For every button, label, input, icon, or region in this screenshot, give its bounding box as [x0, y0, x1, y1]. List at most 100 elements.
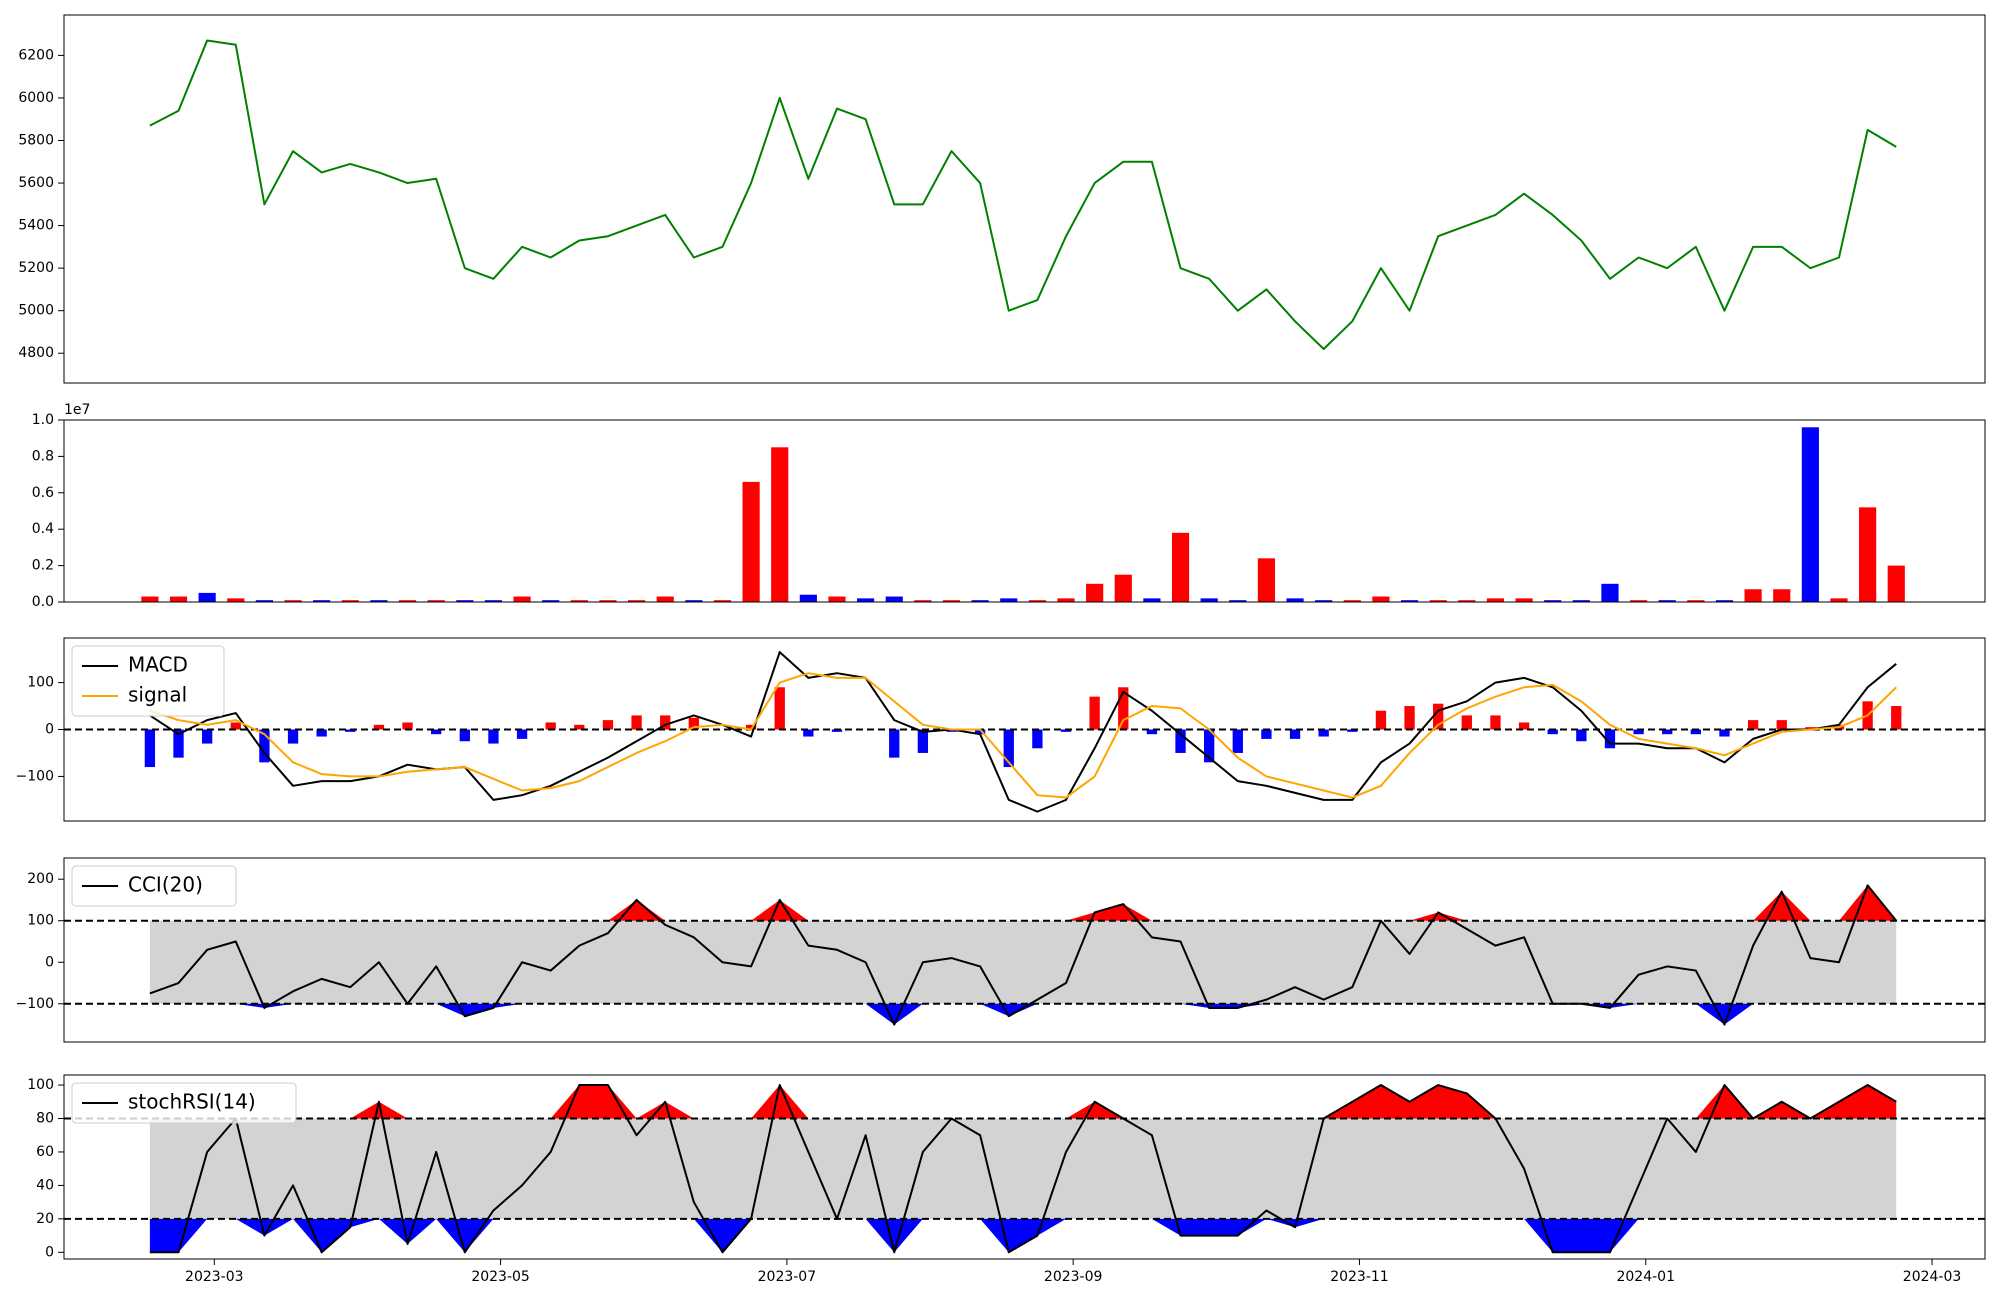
- bar: [456, 600, 474, 602]
- bar: [542, 600, 560, 602]
- histogram-bar: [889, 729, 900, 758]
- histogram-bar: [345, 729, 356, 732]
- axes-frame: [63, 1074, 1986, 1260]
- histogram-bar: [1461, 715, 1472, 730]
- y-tick-label: 0.8: [32, 448, 54, 464]
- histogram-bar: [831, 729, 843, 732]
- bar: [341, 600, 359, 602]
- histogram-bar: [1633, 729, 1644, 735]
- y-tick-label: 20: [36, 1211, 54, 1227]
- bar: [1744, 589, 1762, 602]
- histogram-bar: [173, 729, 184, 758]
- bar: [1572, 600, 1590, 602]
- y-tick-label: 1.0: [32, 412, 54, 428]
- bar: [370, 600, 388, 602]
- histogram-bar: [1776, 720, 1787, 730]
- histogram-bar: [287, 729, 299, 744]
- bar: [713, 600, 732, 602]
- histogram-bar: [1433, 703, 1444, 730]
- bar: [1372, 596, 1390, 602]
- bar: [1200, 598, 1218, 602]
- histogram-bar: [1060, 729, 1072, 732]
- bar: [1315, 600, 1333, 602]
- bar: [599, 600, 617, 602]
- y-tick-label: 100: [27, 1077, 54, 1093]
- bar: [1515, 598, 1533, 602]
- legend-label: stochRSI(14): [128, 1090, 256, 1114]
- y-tick-label: 40: [36, 1177, 54, 1193]
- y-tick-label: 200: [27, 871, 54, 887]
- bar: [1658, 600, 1676, 602]
- bar: [1429, 600, 1447, 602]
- panel: 4800 5000 5200 5400 5600 5800 6000 6200: [18, 14, 1986, 384]
- histogram-bar: [974, 729, 986, 735]
- y-tick-label: 5400: [18, 218, 54, 234]
- bar: [513, 596, 531, 602]
- axes-frame: [63, 857, 1986, 1043]
- bar: [1286, 598, 1304, 602]
- bar: [828, 596, 846, 602]
- histogram-bar: [459, 729, 470, 742]
- bar: [1773, 589, 1791, 602]
- bar: [1171, 532, 1190, 602]
- bar: [1257, 558, 1276, 602]
- bar: [685, 600, 703, 602]
- y-tick-label: 100: [27, 675, 54, 691]
- bar: [284, 600, 302, 602]
- bar: [1229, 600, 1247, 602]
- data-line: [149, 39, 1897, 350]
- histogram-bar: [1318, 729, 1329, 737]
- histogram-bar: [1518, 722, 1530, 730]
- overbought-fill: [149, 1085, 1897, 1119]
- histogram-bar: [1490, 715, 1501, 730]
- histogram-bar: [1118, 687, 1129, 730]
- legend-box: [71, 865, 237, 907]
- histogram-bar: [1032, 729, 1043, 749]
- histogram-bar: [917, 729, 929, 753]
- histogram-bar: [1003, 729, 1014, 768]
- bar: [1343, 600, 1361, 602]
- neutral-band: [149, 920, 1897, 1004]
- histogram-bar: [803, 729, 814, 737]
- bar: [627, 600, 646, 602]
- bar: [1601, 583, 1619, 602]
- bar: [1544, 600, 1562, 602]
- histogram-bar: [201, 729, 213, 744]
- bar: [141, 596, 159, 602]
- y-tick-label: −100: [16, 996, 54, 1012]
- histogram-bar: [1146, 729, 1158, 735]
- histogram-bar: [316, 729, 327, 737]
- histogram-bar: [1576, 729, 1587, 742]
- histogram-bar: [1175, 729, 1186, 753]
- overbought-fill: [149, 885, 1897, 921]
- legend-box: [71, 645, 225, 717]
- histogram-bar: [259, 729, 270, 763]
- neutral-band: [149, 1118, 1897, 1219]
- bar: [169, 596, 188, 602]
- data-line: [149, 672, 1897, 799]
- histogram-bar: [774, 687, 785, 730]
- y-tick-label: 0: [45, 1244, 54, 1260]
- bar: [971, 600, 989, 602]
- bar: [656, 596, 674, 602]
- histogram-bar: [1690, 729, 1702, 735]
- histogram-bar: [1662, 729, 1673, 735]
- histogram-bar: [1089, 696, 1100, 730]
- y-tick-label: 0.0: [32, 594, 54, 610]
- x-tick-label: 2023-03: [185, 1269, 244, 1285]
- bar: [1801, 427, 1819, 602]
- y-tick-label: 0.4: [32, 521, 54, 537]
- histogram-bar: [660, 715, 671, 730]
- axes-frame: [63, 14, 1986, 384]
- x-tick-label: 2023-11: [1330, 1269, 1389, 1285]
- bar: [1715, 600, 1734, 602]
- bar: [1000, 598, 1018, 602]
- histogram-bar: [1261, 729, 1272, 739]
- bar: [742, 481, 760, 602]
- histogram-bar: [1747, 720, 1759, 730]
- bar: [1687, 600, 1705, 602]
- bar: [398, 600, 417, 602]
- histogram-bar: [144, 729, 156, 768]
